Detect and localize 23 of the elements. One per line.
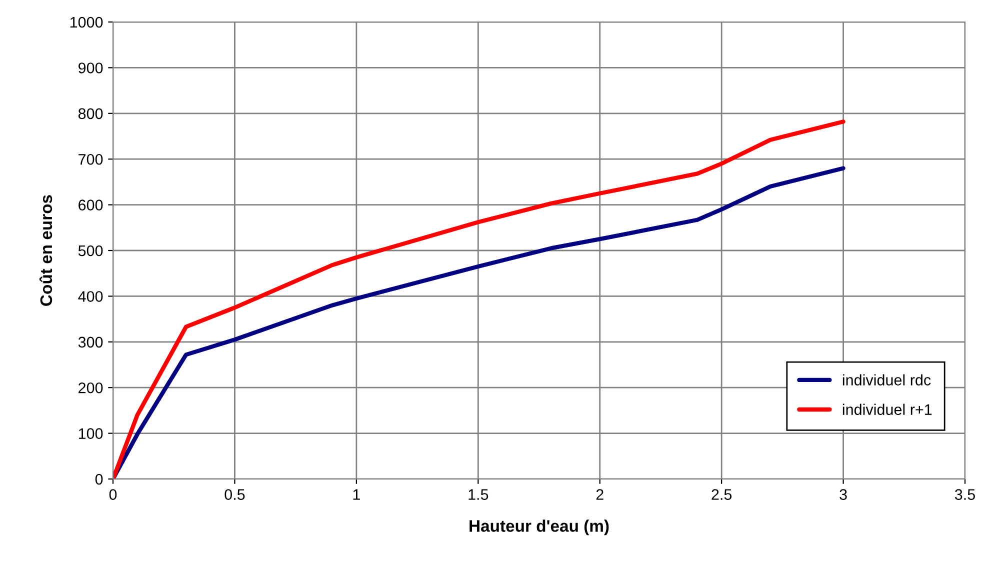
x-axis-title: Hauteur d'eau (m) bbox=[470, 520, 609, 536]
x-tick-label: 2.5 bbox=[712, 489, 732, 500]
y-tick-label: 0 bbox=[95, 474, 103, 485]
y-tick-label: 100 bbox=[78, 428, 103, 439]
x-tick-label: 3 bbox=[840, 489, 847, 500]
x-tick-label: 0 bbox=[109, 489, 117, 500]
y-tick-label: 700 bbox=[78, 154, 103, 165]
y-tick-label: 900 bbox=[78, 62, 103, 74]
x-tick-label: 1 bbox=[353, 489, 360, 500]
y-tick-label: 200 bbox=[78, 382, 103, 394]
y-tick-label: 600 bbox=[78, 200, 103, 210]
y-tick-label: 1000 bbox=[70, 16, 103, 28]
y-tick-label: 500 bbox=[78, 245, 103, 256]
x-tick-label: 2 bbox=[596, 489, 604, 500]
legend-label: individuel rdc bbox=[842, 374, 931, 386]
legend-label: individuel r+1 bbox=[842, 404, 932, 415]
y-axis-title: Coût en euros bbox=[40, 195, 52, 306]
y-tick-label: 400 bbox=[78, 291, 103, 302]
y-tick-label: 800 bbox=[78, 108, 103, 120]
x-tick-label: 1.5 bbox=[468, 489, 488, 500]
y-tick-label: 300 bbox=[78, 336, 103, 348]
x-tick-label: 3.5 bbox=[954, 489, 975, 500]
x-tick-label: 0.5 bbox=[224, 489, 245, 500]
